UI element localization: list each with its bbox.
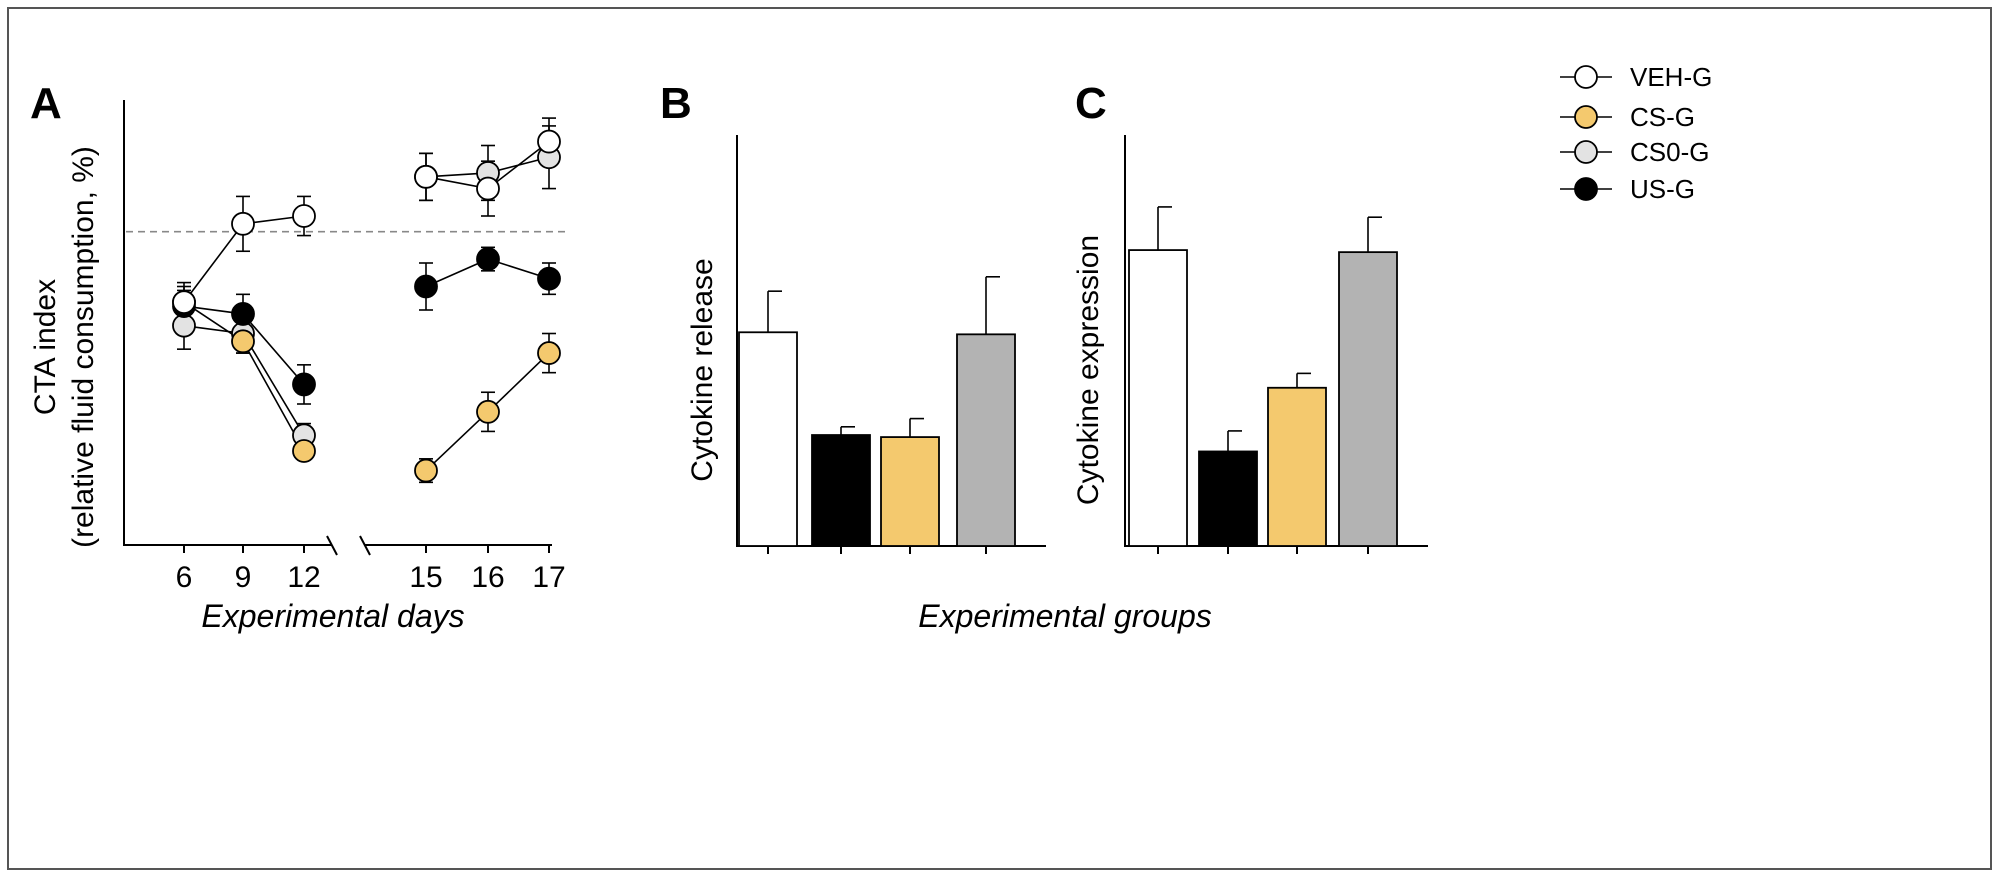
data-point-cs-g (414, 458, 438, 483)
data-point-cs-g (476, 399, 500, 424)
data-point-veh-g (537, 129, 561, 154)
panel-c-bar-cs0-g (1338, 251, 1398, 547)
panel-b-bar-chart (736, 135, 1046, 554)
data-point-us-g (537, 266, 561, 291)
x-tick-label: 17 (532, 561, 565, 594)
panel-b-ylabel: Cytokine release (686, 258, 719, 481)
data-point-veh-g (476, 176, 500, 201)
x-tick-label: 16 (471, 561, 504, 594)
panel-c-bar-us-g (1198, 450, 1258, 547)
panel-a-xlabel: Experimental days (201, 598, 464, 634)
data-point-us-g (292, 372, 316, 397)
panel-letter-c: C (1075, 79, 1107, 128)
panel-letter-b: B (660, 79, 692, 128)
x-tick-label: 6 (176, 561, 193, 594)
legend-label-cs0-g: CS0-G (1630, 137, 1709, 167)
data-point-veh-g (172, 290, 196, 315)
panel-a-ylabel-line1: CTA index (29, 279, 62, 415)
panel-a-line-chart: 6 9 12 15 16 17 (123, 100, 570, 594)
legend-marker-cs0-g (1574, 140, 1598, 164)
data-point-veh-g (414, 164, 438, 189)
data-point-us-g (476, 247, 500, 271)
panel-b-bar-veh-g (738, 331, 798, 547)
legend-marker-cs-g (1574, 105, 1598, 129)
panel-b-bar-us-g (811, 434, 871, 547)
legend-marker-us-g (1574, 177, 1598, 201)
legend-label-cs-g: CS-G (1630, 102, 1695, 132)
data-point-us-g (231, 302, 255, 326)
shared-xlabel: Experimental groups (918, 598, 1211, 634)
data-point-cs-g (537, 341, 561, 365)
legend-marker-veh-g (1574, 65, 1598, 89)
data-point-veh-g (231, 211, 255, 236)
legend: VEH-G CS-G CS0-G US-G (1560, 62, 1712, 204)
panel-c-bar-chart (1124, 135, 1428, 554)
panel-c-bar-veh-g (1128, 249, 1188, 547)
panel-c-ylabel: Cytokine expression (1072, 235, 1105, 505)
legend-label-veh-g: VEH-G (1630, 62, 1712, 92)
data-point-cs-g (292, 439, 316, 463)
panel-letter-a: A (30, 79, 62, 128)
panel-c-bar-cs-g (1267, 386, 1327, 547)
legend-label-us-g: US-G (1630, 174, 1695, 204)
panel-a-axis-break-right (359, 535, 371, 556)
data-point-us-g (414, 274, 438, 299)
x-tick-label: 12 (287, 561, 320, 594)
panel-a-axis-break-left (326, 535, 338, 556)
panel-a-ylabel-line2: (relative fluid consumption, %) (67, 146, 100, 548)
panel-b-bar-cs-g (880, 436, 940, 547)
x-tick-label: 15 (409, 561, 442, 594)
panel-b-bar-cs0-g (956, 333, 1016, 547)
data-point-veh-g (292, 204, 316, 228)
data-point-cs-g (231, 329, 255, 354)
x-tick-label: 9 (235, 561, 252, 594)
